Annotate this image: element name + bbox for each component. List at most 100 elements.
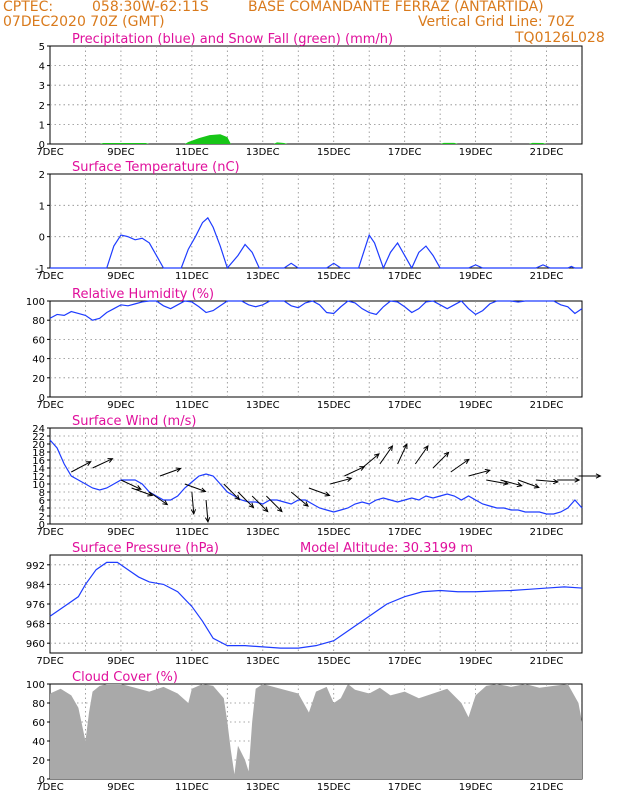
wind-arrow bbox=[120, 479, 142, 490]
cloud-y-tick-label: 100 bbox=[26, 680, 45, 691]
date-label: 07DEC2020 70Z (GMT) bbox=[3, 14, 165, 30]
wind-arrow-head bbox=[552, 478, 559, 485]
rh-x-tick-label: 13DEC bbox=[246, 400, 280, 411]
wind-arrow-head bbox=[387, 445, 394, 451]
wind-y-tick-label: 14 bbox=[32, 464, 45, 475]
wind-arrow bbox=[290, 491, 309, 507]
wind-arrow-head bbox=[346, 476, 353, 482]
pres-title: Surface Pressure (hPa) bbox=[72, 541, 219, 556]
wind-arrow-head bbox=[516, 482, 523, 488]
chart-header: CPTEC: 058:30W-62:11S BASE COMANDANTE FE… bbox=[0, 0, 618, 48]
wind-arrow bbox=[149, 491, 168, 506]
pres-y-tick-label: 968 bbox=[26, 620, 45, 631]
wind-title: Surface Wind (m/s) bbox=[72, 414, 196, 429]
wind-arrow bbox=[184, 483, 206, 492]
pres-x-tick-label: 11DEC bbox=[175, 656, 209, 667]
cloud-x-tick-label: 13DEC bbox=[246, 782, 280, 793]
pres-y-tick-label: 960 bbox=[26, 639, 45, 650]
pres-y-tick-label: 992 bbox=[26, 561, 45, 572]
wind-arrow bbox=[330, 477, 352, 485]
cloud-cloud-area bbox=[50, 684, 582, 779]
wind-arrow-head bbox=[484, 468, 491, 474]
rh-x-tick-label: 11DEC bbox=[175, 400, 209, 411]
temp-x-tick-label: 21DEC bbox=[530, 271, 564, 282]
rh-y-tick-label: 100 bbox=[26, 297, 45, 308]
pres-y-tick-label: 984 bbox=[26, 580, 45, 591]
cloud-y-tick-label: 0 bbox=[39, 775, 45, 786]
temp-x-tick-label: 15DEC bbox=[317, 271, 351, 282]
wind-x-tick-label: 19DEC bbox=[459, 527, 493, 538]
cloud-y-tick-label: 20 bbox=[32, 756, 45, 767]
rh-x-tick-label: 17DEC bbox=[388, 400, 422, 411]
wind-arrow bbox=[205, 499, 209, 522]
temp-x-tick-label: 9DEC bbox=[107, 271, 134, 282]
wind-arrow bbox=[308, 487, 330, 496]
cloud-x-tick-label: 17DEC bbox=[388, 782, 422, 793]
rh-y-tick-label: 60 bbox=[32, 335, 45, 346]
wind-arrow-head bbox=[107, 458, 114, 463]
pres-x-tick-label: 7DEC bbox=[36, 656, 63, 667]
wind-arrow bbox=[432, 452, 449, 469]
cloud-y-tick-label: 40 bbox=[32, 737, 45, 748]
precip-frame bbox=[49, 45, 583, 145]
rh-y-tick-label: 40 bbox=[32, 355, 45, 366]
wind-arrow bbox=[131, 487, 153, 496]
cloud-y-tick-label: 60 bbox=[32, 718, 45, 729]
precip-title: Precipitation (blue) and Snow Fall (gree… bbox=[72, 32, 393, 47]
rh-frame bbox=[49, 300, 583, 398]
wind-arrow bbox=[517, 479, 540, 488]
temp-x-tick-label: 7DEC bbox=[36, 271, 63, 282]
wind-arrow bbox=[191, 491, 195, 514]
precip-green-area bbox=[99, 134, 547, 144]
temp-y-tick-label: 0 bbox=[39, 233, 45, 244]
wind-arrow-head bbox=[162, 500, 169, 506]
wind-x-tick-label: 7DEC bbox=[36, 527, 63, 538]
wind-arrow-head bbox=[402, 443, 408, 450]
precip-x-tick-label: 13DEC bbox=[246, 147, 280, 158]
wind-y-tick-label: 4 bbox=[39, 504, 45, 515]
wind-arrow-head bbox=[303, 501, 309, 507]
rh-y-tick-label: 20 bbox=[32, 374, 45, 385]
wind-arrow bbox=[486, 479, 508, 485]
wind-arrow bbox=[251, 495, 269, 512]
rh-x-tick-label: 15DEC bbox=[317, 400, 351, 411]
model-code-label: TQ0126L028 bbox=[515, 30, 605, 46]
pres-x-tick-label: 19DEC bbox=[459, 656, 493, 667]
wind-arrow-head bbox=[204, 517, 211, 524]
wind-arrow bbox=[265, 495, 283, 512]
pres-pressure-line bbox=[49, 561, 583, 649]
precip-x-tick-label: 19DEC bbox=[459, 147, 493, 158]
source-label: CPTEC: bbox=[3, 0, 54, 15]
wind-arrow-head bbox=[135, 485, 142, 490]
pres-x-tick-label: 17DEC bbox=[388, 656, 422, 667]
precip-x-tick-label: 21DEC bbox=[530, 147, 564, 158]
wind-arrow bbox=[500, 479, 522, 487]
wind-arrow bbox=[397, 443, 408, 465]
temp-x-tick-label: 13DEC bbox=[246, 271, 280, 282]
cloud-x-tick-label: 19DEC bbox=[459, 782, 493, 793]
wind-arrow bbox=[237, 491, 254, 508]
wind-y-tick-label: 6 bbox=[39, 496, 45, 507]
wind-arrow-head bbox=[175, 467, 182, 473]
wind-arrow bbox=[450, 458, 470, 473]
temp-x-tick-label: 17DEC bbox=[388, 271, 422, 282]
wind-x-tick-label: 17DEC bbox=[388, 527, 422, 538]
wind-arrow-head bbox=[443, 451, 450, 458]
precip-y-tick-label: 0 bbox=[39, 140, 45, 151]
wind-x-tick-label: 13DEC bbox=[246, 527, 280, 538]
rh-x-tick-label: 19DEC bbox=[459, 400, 493, 411]
wind-arrow-head bbox=[200, 487, 207, 493]
rh-x-tick-label: 7DEC bbox=[36, 400, 63, 411]
temp-temp-line bbox=[50, 216, 582, 270]
wind-y-tick-label: 18 bbox=[32, 448, 45, 459]
rh-title: Relative Humidity (%) bbox=[72, 287, 214, 302]
precip-y-tick-label: 5 bbox=[39, 42, 45, 53]
cloud-x-tick-label: 11DEC bbox=[175, 782, 209, 793]
temp-y-tick-label: 2 bbox=[39, 170, 45, 181]
wind-y-tick-label: 0 bbox=[39, 520, 45, 531]
rh-x-tick-label: 9DEC bbox=[107, 400, 134, 411]
pres-y-tick-label: 976 bbox=[26, 600, 45, 611]
wind-arrow bbox=[71, 461, 91, 473]
rh-y-tick-label: 80 bbox=[32, 316, 45, 327]
